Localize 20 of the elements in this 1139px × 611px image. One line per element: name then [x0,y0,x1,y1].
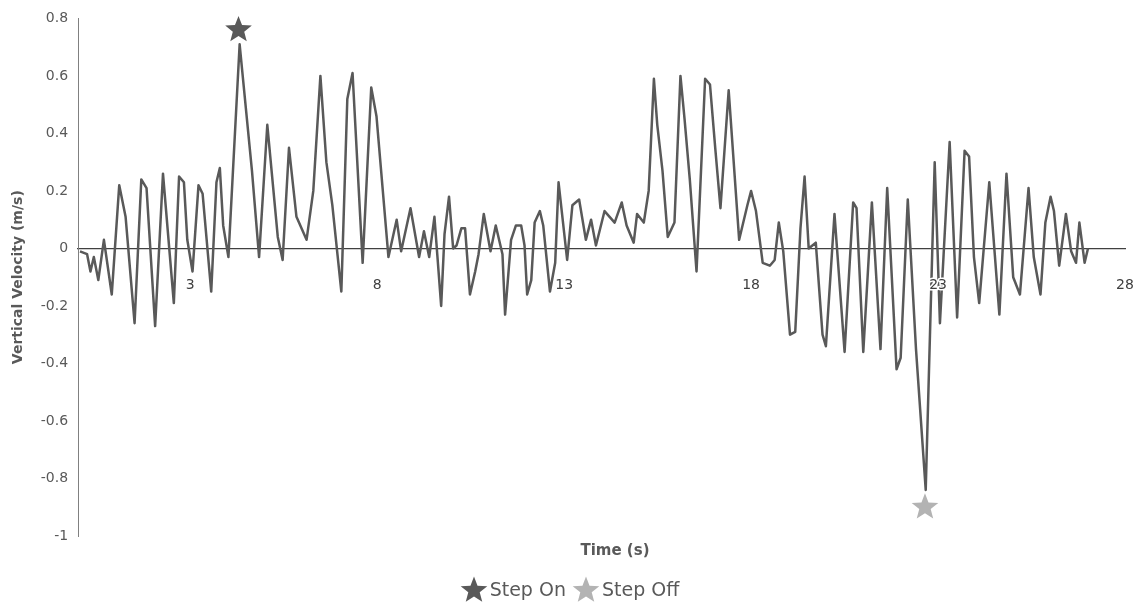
x-axis-title: Time (s) [579,541,651,559]
y-tick-label: -0.6 [40,411,69,428]
x-tick-label: 23 [929,276,947,293]
y-tick-label: 0.6 [45,66,69,83]
y-tick-label: 0 [59,239,69,256]
legend-label: Step Off [601,578,680,600]
x-tick-label: 13 [555,276,574,293]
y-tick-label: -0.8 [40,469,69,486]
legend-label: Step On [489,578,566,600]
x-tick-label: 8 [372,276,382,293]
y-tick-label: 0.4 [45,124,69,141]
y-tick-label: -1 [54,526,69,543]
x-tick-label: 3 [185,276,195,293]
y-tick-label: 0.2 [45,181,69,198]
x-tick-label: 18 [742,276,761,293]
y-axis-title: Vertical Velocity (m/s) [9,190,26,365]
y-tick-label: 0.8 [45,9,69,26]
x-tick-label: 28 [1116,276,1134,293]
y-tick-label: -0.2 [40,296,69,313]
y-tick-label: -0.4 [40,354,69,371]
